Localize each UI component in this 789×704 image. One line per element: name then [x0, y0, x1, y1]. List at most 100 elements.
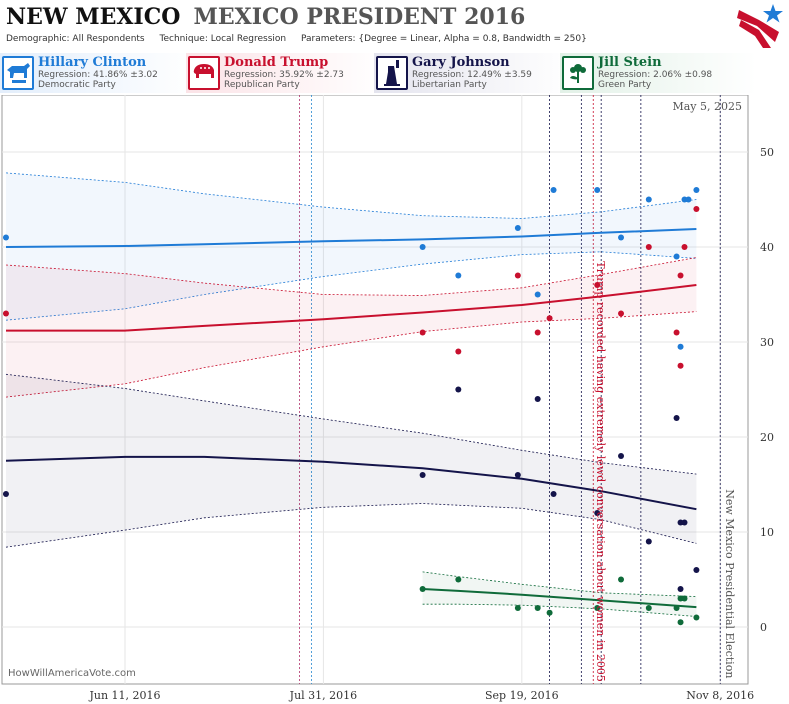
poll-point [534, 605, 541, 611]
polling-chart: 0 10 20 30 40 50 Jun 11, 2016 Jul 31, 2016 Sep 1… [1, 95, 774, 702]
demographic-label: Demographic: All Respondents [6, 34, 145, 44]
poll-point [693, 187, 700, 193]
poll-point [419, 472, 426, 478]
page-subtitle: MEXICO PRESIDENT 2016 [193, 4, 526, 30]
poll-point [677, 343, 684, 350]
poll-point [594, 282, 601, 288]
candidate-regression: Regression: 41.86% ±3.02 [38, 70, 158, 80]
page-title: NEW MEXICO [6, 4, 181, 30]
candidate-card-johnson: Gary Johnson Regression: 12.49% ±3.59 Li… [374, 53, 570, 93]
candidate-party: Republican Party [224, 80, 300, 90]
x-tick-label: Jun 11, 2016 [88, 689, 160, 702]
confidence-lower-line [5, 503, 697, 548]
poll-point [681, 519, 688, 526]
plot-area [1, 95, 749, 685]
confidence-upper-line [422, 571, 697, 597]
confidence-band [6, 374, 697, 548]
poll-point [419, 586, 426, 592]
poll-point [514, 472, 521, 478]
candidate-legend: Hillary Clinton Regression: 41.86% ±3.02… [0, 53, 789, 93]
poll-point [514, 272, 521, 279]
poll-point [546, 315, 553, 322]
flag-star-logo-icon [737, 4, 783, 48]
poll-point [673, 253, 680, 260]
poll-point [645, 605, 652, 611]
confidence-band [6, 257, 697, 398]
confidence-upper-line [5, 257, 697, 296]
poll-point [673, 415, 680, 421]
poll-point [681, 244, 688, 250]
trend-line [5, 455, 697, 511]
poll-point [534, 396, 541, 402]
candidate-name: Gary Johnson [412, 55, 510, 70]
poll-point [681, 595, 688, 602]
confidence-band [6, 172, 697, 321]
candidate-name: Donald Trump [224, 55, 329, 70]
site-credit: HowWillAmericaVote.com [8, 668, 136, 679]
poll-point [645, 538, 652, 545]
poll-point [594, 187, 601, 193]
poll-point [693, 567, 700, 573]
candidate-name: Hillary Clinton [38, 55, 147, 70]
date-stamp: May 5, 2025 [672, 100, 742, 113]
confidence-lower-line [5, 311, 697, 398]
candidate-party: Libertarian Party [412, 80, 487, 90]
poll-point [455, 576, 462, 583]
poll-point [550, 187, 557, 193]
poll-point [693, 614, 700, 621]
parameters-label: Parameters: {Degree = Linear, Alpha = 0.… [301, 34, 587, 44]
statue-of-liberty-icon [376, 56, 408, 90]
poll-point [618, 576, 625, 583]
parameters-row: Demographic: All Respondents Technique: … [6, 34, 599, 44]
technique-label: Technique: Local Regression [159, 34, 287, 44]
trend-line [422, 588, 697, 609]
poll-point [618, 453, 625, 459]
election-annotation: New Mexico Presidential Election [723, 489, 736, 678]
candidate-card-stein: Jill Stein Regression: 2.06% ±0.98 Green… [560, 53, 756, 93]
y-tick-label: 40 [760, 241, 774, 254]
y-tick-label: 10 [760, 526, 774, 539]
poll-point [514, 225, 521, 231]
poll-point [594, 510, 601, 516]
poll-point [455, 348, 462, 355]
poll-point [2, 310, 9, 317]
event-annotation: Trump recorded having extremely lewd con… [594, 261, 607, 682]
page-title-row: NEW MEXICO MEXICO PRESIDENT 2016 [6, 4, 525, 34]
poll-point [550, 491, 557, 497]
y-tick-label: 30 [760, 336, 774, 349]
poll-point [2, 491, 9, 497]
confidence-upper-line [5, 172, 697, 219]
poll-point [677, 619, 684, 626]
candidate-card-clinton: Hillary Clinton Regression: 41.86% ±3.02… [0, 53, 196, 93]
candidate-party: Green Party [598, 80, 652, 90]
poll-point [673, 329, 680, 336]
poll-point [455, 272, 462, 279]
poll-point [419, 244, 426, 250]
donkey-icon [2, 56, 34, 90]
candidate-party: Democratic Party [38, 80, 116, 90]
candidate-regression: Regression: 35.92% ±2.73 [224, 70, 344, 80]
poll-point [594, 605, 601, 611]
candidate-regression: Regression: 12.49% ±3.59 [412, 70, 532, 80]
poll-point [419, 329, 426, 336]
trend-line [6, 284, 697, 332]
x-tick-label: Jul 31, 2016 [289, 689, 358, 702]
flower-icon [562, 56, 594, 90]
y-tick-label: 20 [760, 431, 774, 444]
poll-point [645, 196, 652, 203]
poll-point [514, 605, 521, 611]
candidate-card-trump: Donald Trump Regression: 35.92% ±2.73 Re… [186, 53, 382, 93]
poll-point [2, 234, 9, 241]
poll-point [673, 605, 680, 611]
y-tick-label: 0 [760, 621, 767, 634]
poll-point [534, 291, 541, 298]
poll-point [693, 206, 700, 212]
candidate-name: Jill Stein [598, 55, 662, 70]
poll-point [677, 586, 684, 592]
poll-point [618, 234, 625, 241]
elephant-icon [188, 56, 220, 90]
confidence-upper-line [5, 373, 697, 475]
confidence-band [422, 571, 697, 617]
x-tick-label: Nov 8, 2016 [686, 689, 754, 702]
poll-point [455, 386, 462, 393]
